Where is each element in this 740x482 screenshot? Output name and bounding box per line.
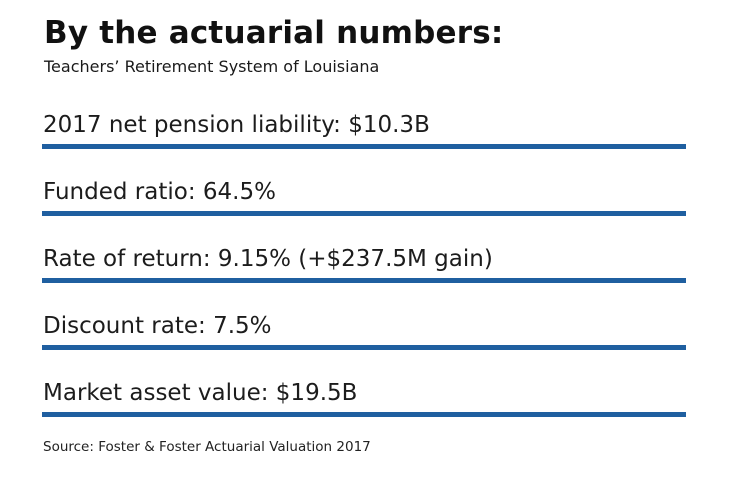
- divider: [42, 345, 686, 350]
- page-subtitle: Teachers’ Retirement System of Louisiana: [44, 57, 380, 76]
- stat-row-discount-rate: Discount rate: 7.5%: [42, 301, 686, 368]
- divider: [42, 412, 686, 417]
- page-title: By the actuarial numbers:: [44, 15, 504, 51]
- stat-row-net-pension-liability: 2017 net pension liability: $10.3B: [42, 100, 686, 167]
- stat-label: 2017 net pension liability: $10.3B: [43, 112, 430, 138]
- stat-row-market-asset-value: Market asset value: $19.5B: [42, 368, 686, 435]
- stat-list: 2017 net pension liability: $10.3B Funde…: [42, 100, 686, 435]
- stat-label: Discount rate: 7.5%: [43, 313, 272, 339]
- divider: [42, 144, 686, 149]
- source-note: Source: Foster & Foster Actuarial Valuat…: [43, 439, 371, 455]
- stat-label: Rate of return: 9.15% (+$237.5M gain): [43, 246, 493, 272]
- stat-row-rate-of-return: Rate of return: 9.15% (+$237.5M gain): [42, 234, 686, 301]
- stat-label: Market asset value: $19.5B: [43, 380, 358, 406]
- divider: [42, 211, 686, 216]
- stat-label: Funded ratio: 64.5%: [43, 179, 276, 205]
- stat-row-funded-ratio: Funded ratio: 64.5%: [42, 167, 686, 234]
- divider: [42, 278, 686, 283]
